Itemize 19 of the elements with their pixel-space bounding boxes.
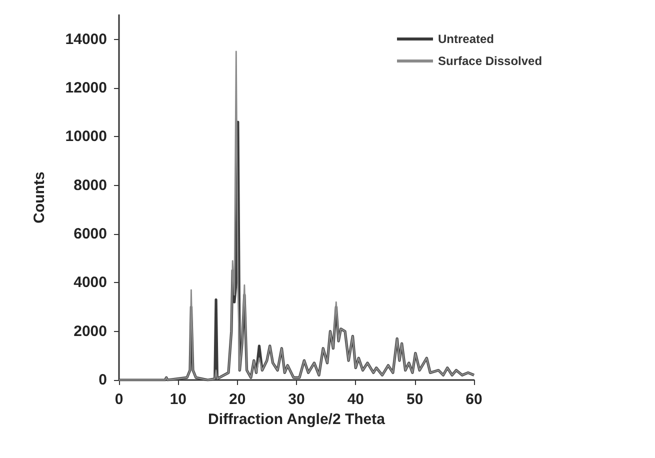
y-tick-label: 2000 — [74, 322, 107, 340]
x-axis-title: Diffraction Angle/2 Theta — [208, 411, 386, 428]
x-tick-label: 50 — [406, 391, 424, 408]
x-tick-label: 0 — [114, 391, 124, 408]
y-tick-label: 14000 — [65, 30, 107, 48]
x-tick-label: 30 — [288, 391, 305, 408]
legend-label: Surface Dissolved — [438, 54, 542, 68]
y-tick-label: 10000 — [65, 128, 107, 146]
x-tick-label: 20 — [228, 391, 246, 408]
y-axis-title: Counts — [31, 172, 48, 224]
y-tick-label: 12000 — [65, 80, 107, 96]
legend-label: Untreated — [438, 32, 494, 46]
y-tick-label: 6000 — [74, 226, 107, 242]
y-tick-label: 8000 — [74, 176, 107, 194]
x-tick-label: 40 — [347, 391, 364, 408]
y-tick-label: 4000 — [74, 274, 107, 292]
x-tick-label: 60 — [466, 391, 482, 408]
x-tick-label: 10 — [170, 391, 187, 408]
y-tick-label: 0 — [98, 372, 107, 388]
